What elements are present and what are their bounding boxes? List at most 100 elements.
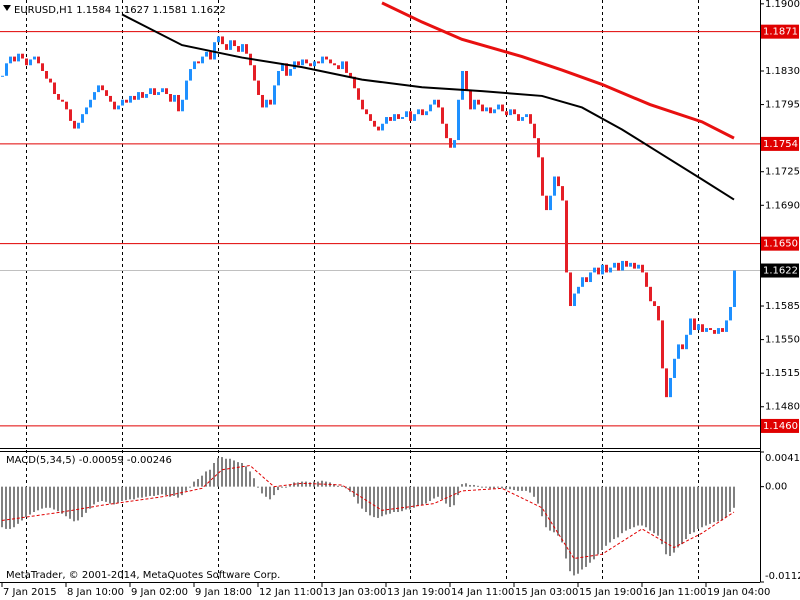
histogram-bar [393,486,395,513]
histogram-bar [165,486,167,496]
histogram-bar [69,486,71,519]
candle [353,76,356,89]
histogram-bar [509,486,511,490]
candle [13,56,16,62]
x-tick-label: 13 Jan 03:00 [323,587,386,598]
histogram-bar [613,486,615,540]
histogram-bar [413,486,415,508]
candle [85,107,88,115]
histogram-bar [381,486,383,517]
histogram-bar [473,484,475,487]
candle [29,59,32,66]
candle [481,104,484,112]
candle [493,109,496,114]
histogram-bar [269,486,271,500]
candle [337,65,340,70]
candle [525,114,528,118]
histogram-bar [153,486,155,496]
histogram-bar [25,486,27,518]
x-tick-label: 19 Jan 04:00 [707,587,770,598]
histogram-bar [529,486,531,493]
candle [625,260,628,267]
histogram-bar [517,486,519,491]
candle [517,114,520,121]
histogram-bar [365,486,367,513]
histogram-bar [641,486,643,526]
candle [113,101,116,110]
histogram-bar [41,486,43,509]
candle [37,56,40,64]
candle [305,59,308,64]
histogram-bar [481,486,483,488]
candle [133,95,136,100]
candle [669,377,672,398]
candle [193,61,196,70]
histogram-bar [729,486,731,513]
candle [413,114,416,121]
histogram-bar [441,486,443,500]
candle [157,92,160,95]
y-tick-label: 1.1830 [765,66,800,77]
y-tick-label: 1.1725 [765,167,800,178]
histogram-bar [289,484,291,487]
candle [237,46,240,52]
candle [453,140,456,148]
histogram-bar [461,484,463,487]
histogram-bar [201,475,203,487]
y-tick-label: 1.1900 [765,0,800,10]
candle [697,324,700,331]
price-label-box [761,236,799,251]
candle [565,200,568,273]
candle [329,59,332,64]
candle [489,107,492,114]
histogram-bar [237,462,239,487]
histogram-bar [285,486,287,488]
histogram-bar [429,486,431,502]
candle [721,328,724,332]
candle [557,176,560,187]
histogram-bar [345,486,347,489]
histogram-bar [21,486,23,521]
candle [105,90,108,96]
candle [33,56,36,60]
candle [673,358,676,378]
candle [257,80,260,95]
candle [69,109,72,121]
candle [421,109,424,116]
histogram-bar [137,486,139,498]
histogram-bar [457,486,459,496]
candle [149,88,152,95]
candle [469,90,472,110]
histogram-bar [109,486,111,504]
histogram-bar [149,486,151,496]
histogram-bar [389,486,391,514]
histogram-bar [645,486,647,528]
candle [169,94,172,102]
histogram-bar [633,486,635,528]
candle [341,61,344,70]
candle [457,99,460,141]
histogram-bar [249,471,251,487]
candle [641,264,644,273]
candle [505,111,508,116]
candle [397,114,400,119]
histogram-bar [185,486,187,491]
candle [437,99,440,108]
histogram-bar [353,486,355,497]
candle [429,104,432,112]
histogram-bar [685,486,687,540]
candle [333,63,336,66]
x-tick-label: 9 Jan 18:00 [195,587,252,598]
histogram-bar [569,486,571,572]
candle [201,56,204,64]
candle [301,59,304,66]
candle [137,92,140,100]
plot-layer [0,0,760,582]
current-price-label: 1.1622 [763,266,798,277]
candle [605,264,608,273]
histogram-bar [89,486,91,509]
candle [385,117,388,124]
histogram-bar [589,486,591,563]
histogram-bar [93,486,95,505]
x-tick-label: 15 Jan 03:00 [515,587,578,598]
